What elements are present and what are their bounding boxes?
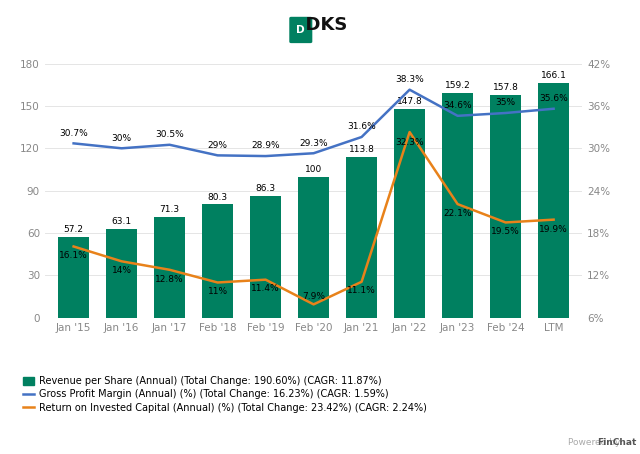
Text: 7.9%: 7.9%	[302, 292, 325, 301]
Bar	[346, 157, 377, 318]
Text: 32.3%: 32.3%	[396, 138, 424, 147]
Text: FinChat: FinChat	[597, 438, 637, 447]
Bar	[202, 204, 233, 318]
Bar	[538, 83, 569, 318]
Text: 113.8: 113.8	[349, 145, 374, 154]
Text: 11.1%: 11.1%	[348, 286, 376, 295]
Text: DKS: DKS	[293, 16, 347, 34]
Bar	[250, 196, 281, 318]
Text: 80.3: 80.3	[207, 192, 228, 202]
Text: 19.5%: 19.5%	[492, 227, 520, 236]
Text: 38.3%: 38.3%	[396, 75, 424, 84]
Text: 35%: 35%	[495, 99, 516, 107]
Text: 11%: 11%	[207, 287, 228, 296]
Text: 12.8%: 12.8%	[156, 275, 184, 284]
Text: 157.8: 157.8	[493, 83, 518, 92]
Bar	[298, 177, 329, 318]
Text: 19.9%: 19.9%	[540, 225, 568, 233]
Text: 34.6%: 34.6%	[444, 101, 472, 110]
Text: 29%: 29%	[207, 141, 228, 150]
Text: 71.3: 71.3	[159, 205, 180, 214]
Bar	[442, 93, 473, 318]
Bar	[106, 229, 137, 318]
Text: 63.1: 63.1	[111, 217, 132, 226]
Text: 159.2: 159.2	[445, 81, 470, 90]
Text: 30.7%: 30.7%	[60, 129, 88, 138]
Bar	[394, 109, 425, 318]
Text: Powered by: Powered by	[568, 438, 621, 447]
Bar	[154, 217, 185, 318]
Text: 57.2: 57.2	[63, 225, 84, 234]
Text: 147.8: 147.8	[397, 97, 422, 106]
Text: D: D	[296, 25, 305, 35]
Text: 86.3: 86.3	[255, 184, 276, 193]
Text: 35.6%: 35.6%	[540, 94, 568, 103]
Text: 31.6%: 31.6%	[348, 123, 376, 131]
Text: 28.9%: 28.9%	[252, 142, 280, 150]
Text: 166.1: 166.1	[541, 71, 566, 80]
Bar	[58, 237, 89, 318]
Text: 14%: 14%	[111, 266, 132, 275]
Text: 16.1%: 16.1%	[60, 251, 88, 260]
Legend: Revenue per Share (Annual) (Total Change: 190.60%) (CAGR: 11.87%), Gross Profit : Revenue per Share (Annual) (Total Change…	[23, 376, 427, 413]
Text: 100: 100	[305, 165, 322, 174]
Text: 30.5%: 30.5%	[156, 130, 184, 139]
Text: 29.3%: 29.3%	[300, 138, 328, 148]
Text: 30%: 30%	[111, 133, 132, 143]
Text: 11.4%: 11.4%	[252, 284, 280, 293]
Bar	[490, 95, 521, 318]
FancyBboxPatch shape	[289, 17, 312, 43]
Text: 22.1%: 22.1%	[444, 209, 472, 218]
